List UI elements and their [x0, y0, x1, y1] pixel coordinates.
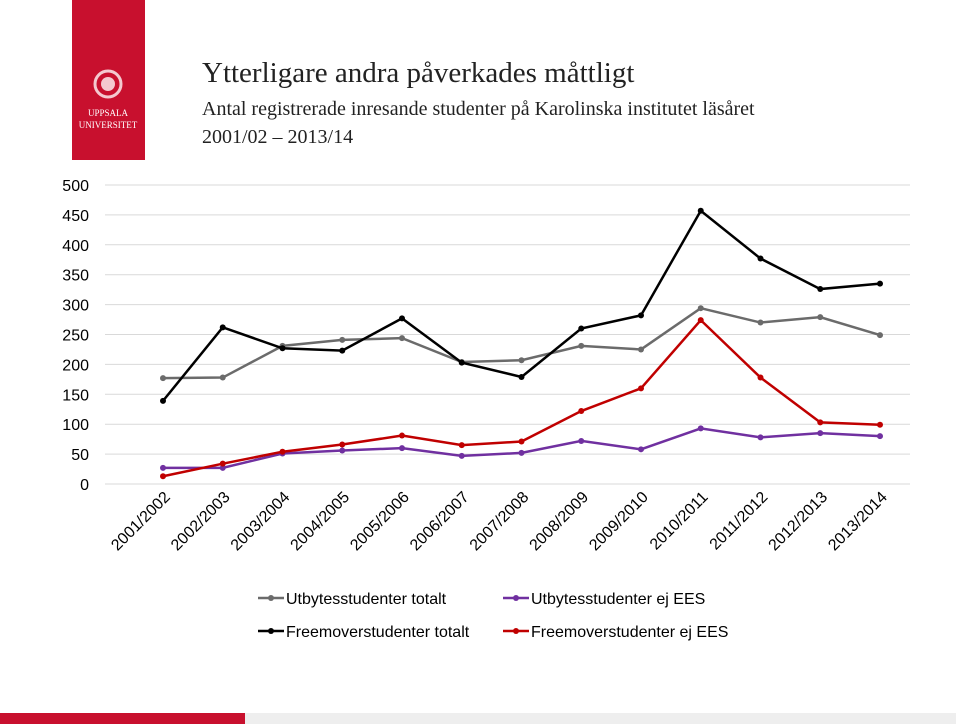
- data-point: [638, 346, 644, 353]
- data-point: [339, 441, 346, 448]
- data-point: [697, 317, 704, 324]
- logo-seal: [93, 69, 123, 99]
- legend-marker: [513, 595, 519, 601]
- logo-text: UNIVERSITET: [79, 120, 138, 130]
- data-point: [578, 342, 585, 349]
- data-point: [877, 332, 883, 339]
- data-point: [757, 319, 764, 326]
- data-point: [757, 255, 764, 262]
- legend-label: Utbytesstudenter ej EES: [531, 591, 705, 608]
- logo-text: UPPSALA: [88, 108, 129, 118]
- footer-strip: [245, 713, 956, 724]
- data-point: [458, 442, 465, 449]
- data-point: [817, 314, 824, 321]
- data-point: [399, 445, 405, 452]
- legend-marker: [268, 595, 274, 601]
- data-point: [578, 408, 585, 415]
- data-point: [339, 336, 346, 343]
- legend-label: Utbytesstudenter totalt: [286, 591, 447, 608]
- y-tick-label: 250: [62, 328, 89, 345]
- data-point: [757, 374, 764, 381]
- data-point: [518, 357, 525, 364]
- data-point: [518, 438, 525, 445]
- data-point: [279, 448, 286, 455]
- data-point: [578, 325, 585, 332]
- data-point: [638, 312, 644, 319]
- data-point: [518, 449, 525, 456]
- data-point: [697, 425, 704, 432]
- legend-marker: [513, 628, 519, 634]
- data-point: [219, 460, 226, 467]
- logo-seal-center: [101, 77, 115, 91]
- y-tick-label: 400: [62, 238, 89, 255]
- data-point: [219, 324, 226, 331]
- data-point: [160, 464, 166, 471]
- y-tick-label: 100: [62, 417, 89, 434]
- data-point: [399, 335, 405, 342]
- y-tick-label: 150: [62, 387, 89, 404]
- data-point: [339, 347, 346, 354]
- y-tick-label: 300: [62, 298, 89, 315]
- legend-label: Freemoverstudenter ej EES: [531, 624, 728, 641]
- data-point: [757, 434, 764, 441]
- data-point: [877, 421, 883, 428]
- data-point: [697, 305, 704, 312]
- footer-bar: [0, 713, 245, 724]
- data-point: [219, 374, 226, 381]
- data-point: [697, 207, 704, 214]
- data-point: [578, 437, 585, 444]
- chart-title: Ytterligare andra påverkades måttligt: [202, 57, 634, 89]
- y-tick-label: 450: [62, 208, 89, 225]
- chart-subtitle: Antal registrerade inresande studenter p…: [202, 98, 755, 120]
- data-point: [638, 385, 644, 392]
- data-point: [638, 446, 644, 453]
- chart-subtitle: 2001/02 – 2013/14: [202, 126, 353, 148]
- data-point: [399, 432, 405, 439]
- data-point: [219, 464, 226, 471]
- y-tick-label: 200: [62, 357, 89, 374]
- data-point: [817, 419, 824, 426]
- legend-marker: [268, 628, 274, 634]
- data-point: [160, 375, 166, 382]
- data-point: [817, 286, 824, 293]
- data-point: [399, 315, 405, 322]
- data-point: [160, 397, 166, 404]
- data-point: [817, 430, 824, 437]
- data-point: [877, 280, 883, 287]
- data-point: [458, 359, 465, 366]
- data-point: [518, 373, 525, 380]
- y-tick-label: 50: [71, 447, 89, 464]
- data-point: [160, 473, 166, 480]
- y-tick-label: 500: [62, 178, 89, 195]
- data-point: [877, 433, 883, 440]
- legend-label: Freemoverstudenter totalt: [286, 624, 470, 641]
- y-tick-label: 0: [80, 477, 89, 494]
- data-point: [458, 452, 465, 459]
- data-point: [279, 345, 286, 352]
- y-tick-label: 350: [62, 268, 89, 285]
- data-point: [339, 447, 346, 454]
